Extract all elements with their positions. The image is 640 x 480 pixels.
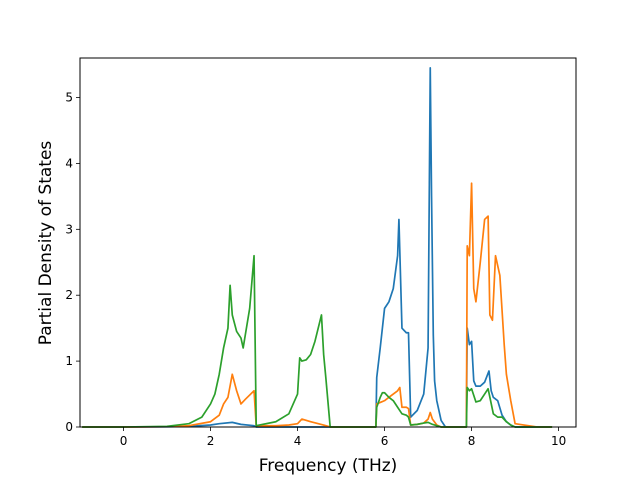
series-layer — [82, 67, 553, 428]
y-axis: 0 1 2 3 4 5 — [65, 91, 80, 434]
y-tick-label: 4 — [65, 156, 73, 170]
x-tick-label: 10 — [551, 434, 566, 448]
y-tick-label: 2 — [65, 288, 73, 302]
x-axis-label: Frequency (THz) — [259, 456, 398, 476]
y-tick-label: 5 — [65, 91, 73, 105]
x-tick-label: 6 — [381, 434, 389, 448]
series-line-2 — [82, 182, 553, 428]
x-tick-label: 8 — [468, 434, 476, 448]
y-tick-label: 1 — [65, 354, 73, 368]
x-axis: 0 2 4 6 8 10 — [120, 427, 566, 448]
x-tick-label: 4 — [294, 434, 302, 448]
x-tick-label: 2 — [207, 434, 215, 448]
y-tick-label: 3 — [65, 222, 73, 236]
series-line-3 — [82, 254, 553, 428]
y-axis-label: Partial Density of States — [36, 141, 56, 346]
x-tick-label: 0 — [120, 434, 128, 448]
plot-frame — [79, 57, 577, 428]
y-tick-label: 0 — [65, 420, 73, 434]
